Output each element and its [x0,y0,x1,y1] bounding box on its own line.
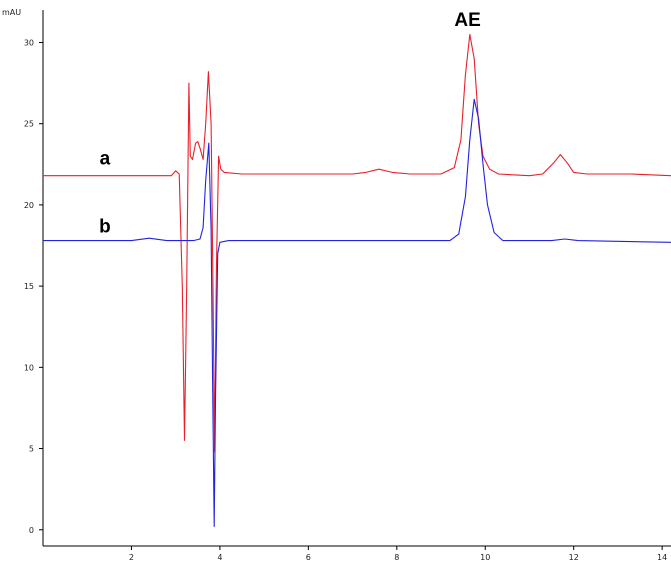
y-tick-label: 15 [24,282,34,291]
annotation-label: b [99,217,111,238]
series-line-b [43,98,671,528]
x-tick-label: 14 [657,553,667,562]
y-tick-label: 0 [29,526,34,535]
annotation-label: AE [454,10,480,31]
annotation-label: a [100,148,111,169]
x-tick-label: 10 [480,553,490,562]
y-tick-label: 20 [24,201,34,210]
y-ticks: 0 5 10 15 20 25 30 [24,38,43,535]
x-tick-label: 4 [217,553,222,562]
x-tick-label: 6 [306,553,311,562]
x-tick-label: 12 [569,553,579,562]
y-tick-label: 30 [24,38,34,47]
annotations: AE a b [99,10,481,237]
y-tick-label: 5 [29,445,34,454]
y-axis-label: mAU [2,8,21,17]
x-ticks: 2 4 6 8 10 12 14 [129,546,667,562]
x-tick-label: 2 [129,553,134,562]
series-lines [43,33,671,528]
y-tick-label: 10 [24,363,34,372]
y-tick-label: 25 [24,120,34,129]
x-tick-label: 8 [394,553,399,562]
series-line-a [43,33,671,453]
